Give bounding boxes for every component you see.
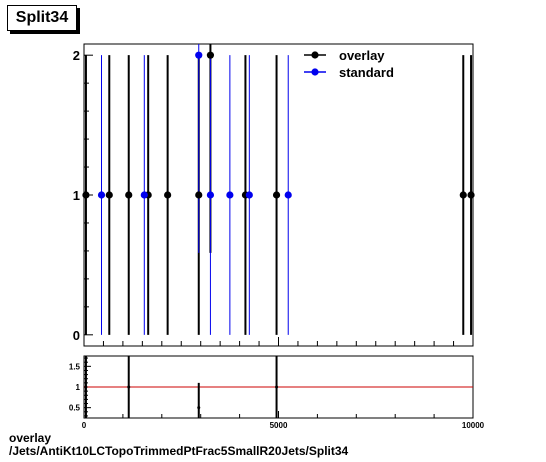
- ratio-x-tick-label: 5000: [270, 421, 288, 430]
- ratio-x-tick-label: 0: [82, 421, 87, 430]
- ratio-point: [275, 385, 279, 389]
- footer-caption: overlay /Jets/AntiKt10LCTopoTrimmedPtFra…: [9, 432, 348, 458]
- legend-label-standard: standard: [339, 65, 394, 80]
- legend-marker-overlay: [311, 51, 319, 59]
- chart-canvas: 012 0.511.50500010000Split34 overlaystan…: [69, 43, 485, 430]
- data-point-overlay: [82, 191, 90, 199]
- y-tick-label: 0: [73, 328, 80, 343]
- data-point-overlay: [164, 191, 172, 199]
- data-point-standard: [245, 191, 253, 199]
- data-point-standard: [284, 191, 292, 199]
- data-point-standard: [195, 51, 203, 59]
- main-plot: 0 1 2: [73, 43, 475, 347]
- data-point-overlay: [195, 191, 203, 199]
- ratio-point: [127, 385, 131, 389]
- ratio-point: [84, 385, 88, 389]
- legend: overlay standard: [304, 48, 394, 80]
- footer-line-1: overlay: [9, 431, 52, 445]
- data-point-overlay: [105, 191, 113, 199]
- legend-label-overlay: overlay: [339, 48, 385, 63]
- data-point-overlay: [206, 51, 215, 59]
- ratio-x-tick-label: 10000: [462, 421, 485, 430]
- ratio-y-tick-label: 0.5: [69, 404, 81, 413]
- data-point-overlay: [467, 191, 475, 199]
- legend-marker-standard: [311, 68, 319, 76]
- data-point-overlay: [272, 191, 281, 199]
- data-point-overlay: [125, 191, 133, 199]
- data-point-standard: [206, 191, 215, 199]
- chart-title: Split34: [7, 5, 77, 31]
- y-tick-label: 1: [73, 188, 80, 203]
- y-tick-label: 2: [73, 48, 80, 63]
- data-point-standard: [226, 191, 234, 199]
- ratio-plot: 0.511.50500010000Split34: [69, 355, 485, 430]
- data-point-standard: [97, 191, 106, 199]
- data-point-standard: [140, 191, 148, 199]
- data-point-overlay: [459, 191, 467, 199]
- ratio-y-tick-label: 1: [76, 383, 81, 392]
- ratio-point: [197, 406, 201, 410]
- footer-line-2: /Jets/AntiKt10LCTopoTrimmedPtFrac5SmallR…: [9, 444, 349, 458]
- ratio-y-tick-label: 1.5: [69, 362, 81, 371]
